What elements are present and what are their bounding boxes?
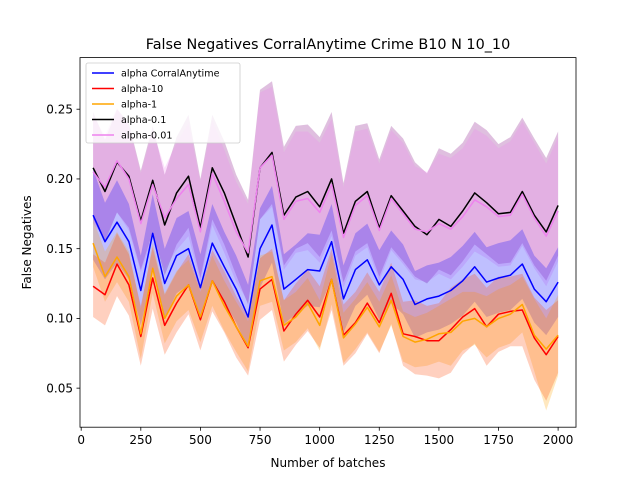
line-alpha-1	[92, 242, 559, 350]
x-tick-label: 250	[129, 433, 152, 447]
y-tick-label: 0.15	[46, 242, 73, 256]
legend-label-alpha-0-1: alpha-0.1	[121, 115, 166, 126]
y-axis-ticks: 0.05 0.10 0.15 0.20 0.25	[46, 102, 80, 395]
x-tick-label: 1500	[424, 433, 455, 447]
y-tick-label: 0.25	[46, 102, 73, 116]
x-axis-ticks: 0 250 500 750 1000 1250 1500 1750 2000	[77, 427, 573, 447]
legend-box	[85, 62, 241, 144]
x-tick-label: 2000	[543, 433, 574, 447]
y-tick-label: 0.05	[46, 381, 73, 395]
legend: alpha CorralAnytime alpha-10 alpha-1 alpha-…	[85, 62, 241, 144]
x-tick-label: 500	[189, 433, 212, 447]
line-alpha-corralanytime	[92, 214, 559, 318]
chart-title: False Negatives CorralAnytime Crime B10 …	[146, 37, 511, 53]
legend-label-alpha-0-01: alpha-0.01	[121, 130, 172, 141]
x-tick-label: 1250	[364, 433, 395, 447]
legend-label-alpha-1: alpha-1	[121, 99, 157, 110]
y-tick-label: 0.10	[46, 312, 73, 326]
plot-frame	[79, 57, 577, 428]
x-axis-label: Number of batches	[271, 456, 386, 470]
line-alpha-0-01	[92, 154, 559, 254]
legend-label-alpha-10: alpha-10	[121, 84, 163, 95]
series-lines	[92, 151, 559, 356]
x-tick-label: 1000	[304, 433, 335, 447]
band-alpha-corralanytime	[93, 169, 559, 350]
x-tick-label: 1750	[483, 433, 514, 447]
band-alpha-1	[93, 219, 559, 411]
legend-label-alpha-corralanytime: alpha CorralAnytime	[121, 68, 220, 79]
line-alpha-10	[92, 263, 559, 356]
x-tick-label: 0	[77, 433, 85, 447]
band-alpha-10	[93, 233, 559, 401]
y-tick-label: 0.20	[46, 172, 73, 186]
x-tick-label: 750	[249, 433, 272, 447]
y-axis-label: False Negatives	[20, 195, 34, 289]
